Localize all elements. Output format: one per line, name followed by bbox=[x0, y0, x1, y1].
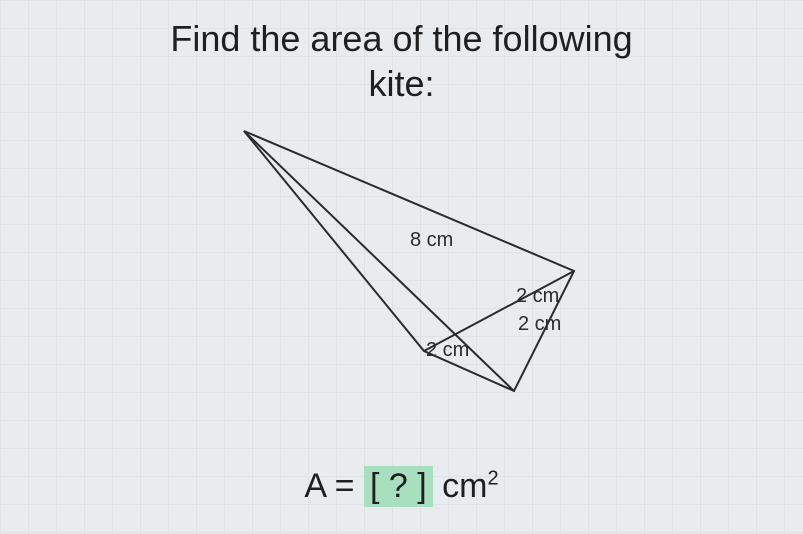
heading-line-1: Find the area of the following bbox=[170, 18, 632, 59]
formula-unit: cm bbox=[433, 467, 488, 505]
heading-line-2: kite: bbox=[0, 61, 803, 106]
formula-lhs: A = bbox=[304, 467, 364, 505]
label-2cm-bot: 2 cm bbox=[518, 313, 561, 336]
formula-exponent: 2 bbox=[487, 468, 498, 490]
area-formula: A = [ ? ] cm2 bbox=[0, 467, 803, 506]
kite-svg bbox=[204, 121, 624, 411]
label-2cm-top: 2 cm bbox=[516, 285, 559, 308]
question-heading: Find the area of the following kite: bbox=[0, 16, 803, 106]
label-8cm: 8 cm bbox=[410, 229, 453, 252]
answer-placeholder[interactable]: [ ? ] bbox=[364, 466, 433, 507]
label-2cm-short: 2 cm bbox=[426, 339, 469, 362]
kite-diagram: 8 cm 2 cm 2 cm 2 cm bbox=[204, 121, 624, 411]
